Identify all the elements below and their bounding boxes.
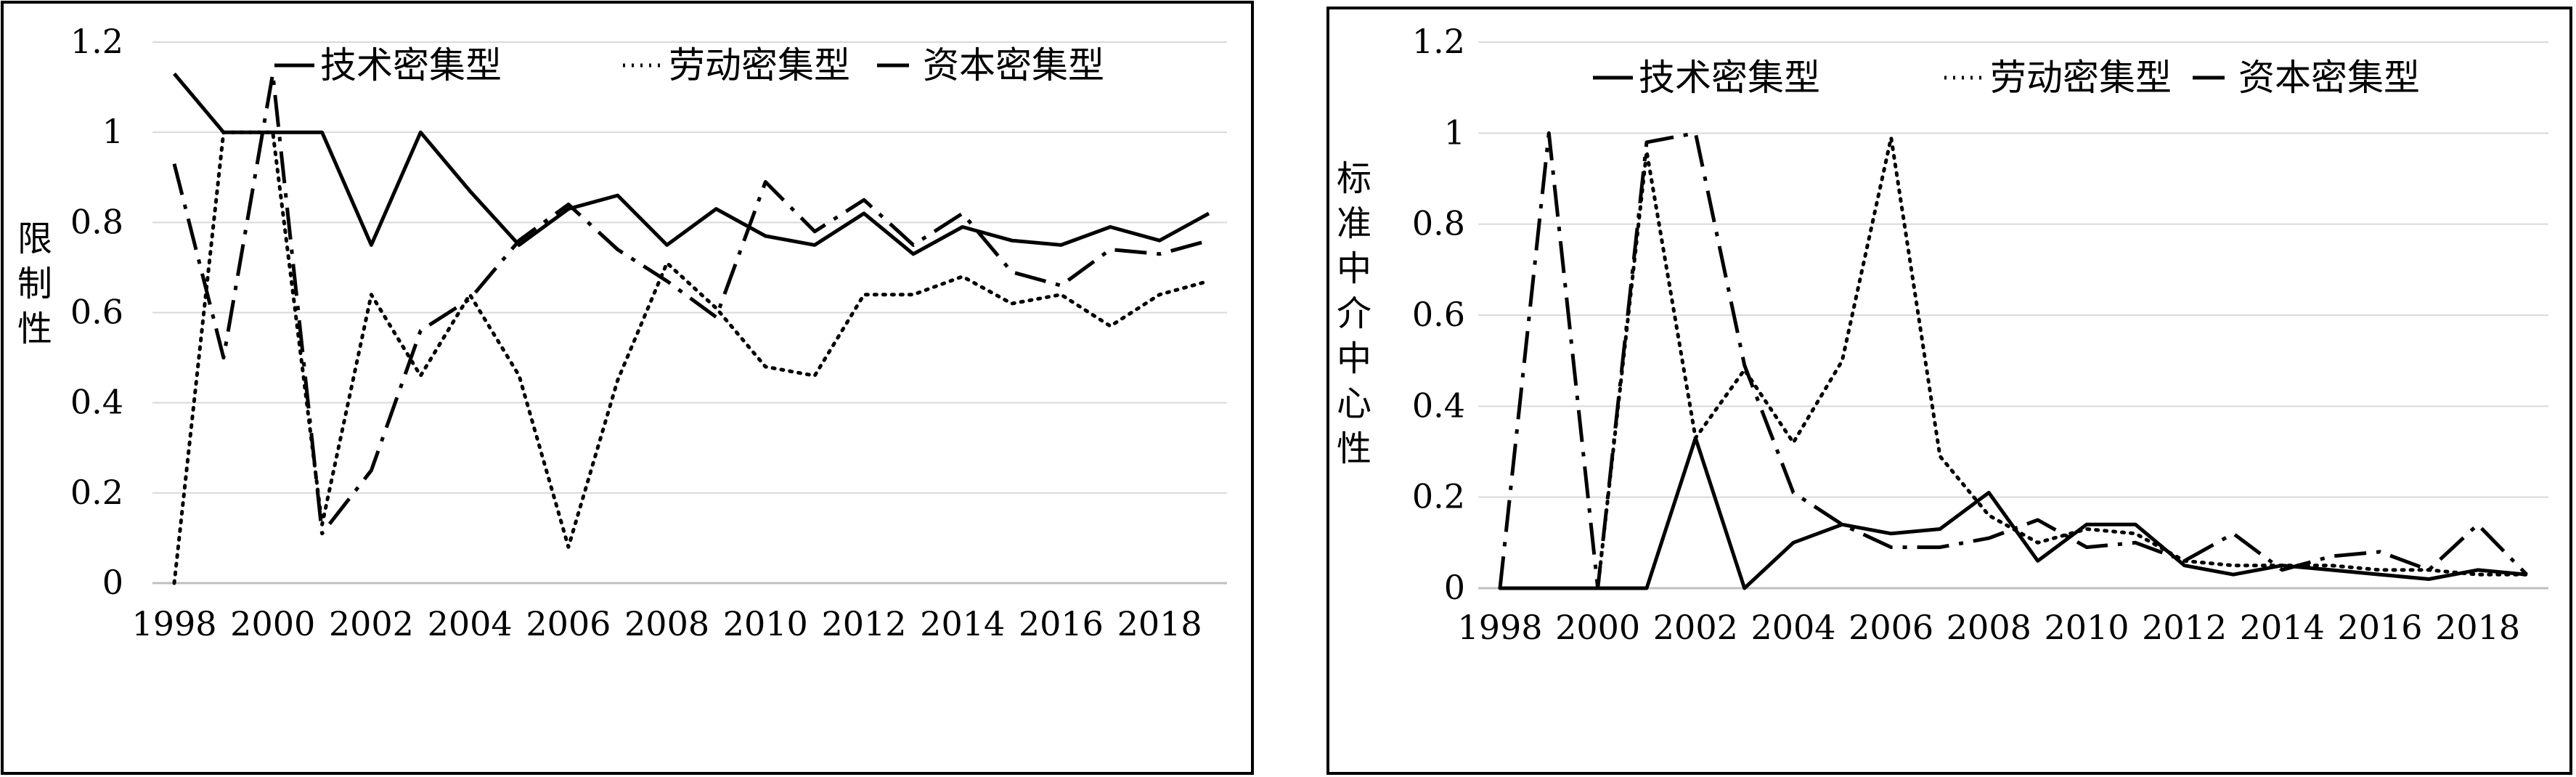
y-tick-label: 0 [1444, 568, 1465, 607]
x-tick-label: 1998 [131, 604, 216, 643]
y-tick-label: 1.2 [70, 22, 123, 61]
y-tick-label: 1 [1444, 113, 1465, 152]
x-tick-label: 2010 [723, 604, 808, 643]
x-tick-label: 2000 [1555, 608, 1640, 647]
x-tick-label: 2018 [2435, 608, 2520, 647]
y-tick-label: 0.6 [70, 293, 123, 332]
chart-frame [1326, 7, 2572, 775]
legend-label: 劳动密集型 [669, 44, 850, 86]
x-tick-label: 2014 [920, 604, 1005, 643]
legend-label: 资本密集型 [2238, 57, 2420, 99]
betweenness-centrality-line-chart: 0 0.2 0.4 0.6 0.8 1 1.2 1998 2000 2002 2004 2006 200… [1326, 7, 2572, 775]
x-tick-label: 2008 [624, 604, 709, 643]
x-tick-label: 2016 [1019, 604, 1104, 643]
series-line-dotted [172, 130, 1211, 585]
series-line-dashdot [172, 72, 1210, 536]
series-line-dotted [1498, 136, 2529, 590]
y-tick-label: 0 [102, 563, 123, 602]
legend-label: 技术密集型 [1639, 57, 1820, 99]
x-tick-label: 2016 [2337, 608, 2422, 647]
y-axis-title: 限制性 [17, 219, 52, 349]
series-line-dashdot [1498, 131, 2528, 590]
y-tick-label: 1.2 [1412, 22, 1465, 61]
chart-frame [1, 1, 1254, 775]
y-axis-title: 标准中介中心性 [1337, 158, 1371, 469]
y-tick-label: 0.2 [70, 473, 123, 512]
y-tick-label: 0.4 [1412, 386, 1465, 425]
x-tick-label: 2012 [821, 604, 906, 643]
left-chart-panel: 0 0.2 0.4 0.6 0.8 1 1.2 1998 2000 2002 2004 2006 200… [0, 0, 1256, 777]
x-tick-label: 2004 [428, 604, 513, 643]
y-tick-label: 0.4 [70, 383, 123, 422]
x-tick-label: 2004 [1750, 608, 1835, 647]
x-tick-label: 2010 [2044, 608, 2129, 647]
x-tick-label: 2008 [1947, 608, 2031, 647]
right-chart-panel: 0 0.2 0.4 0.6 0.8 1 1.2 1998 2000 2002 2004 2006 200… [1321, 0, 2576, 777]
x-tick-label: 2006 [1849, 608, 1933, 647]
x-tick-label: 2000 [230, 604, 315, 643]
series-line-solid [173, 72, 1210, 256]
x-tick-label: 2014 [2240, 608, 2325, 647]
restrictiveness-line-chart: 0 0.2 0.4 0.6 0.8 1 1.2 1998 2000 2002 2004 2006 200… [1, 1, 1254, 775]
x-tick-label: 2012 [2142, 608, 2227, 647]
x-tick-label: 2018 [1117, 604, 1202, 643]
y-tick-label: 1 [102, 112, 123, 151]
y-tick-label: 0.2 [1412, 477, 1465, 516]
x-tick-label: 2002 [329, 604, 414, 643]
x-tick-label: 2006 [526, 604, 611, 643]
x-tick-label: 2002 [1653, 608, 1738, 647]
x-tick-label: 1998 [1457, 608, 1542, 647]
y-tick-label: 0.8 [1412, 204, 1465, 243]
series-line-solid [1500, 436, 2527, 590]
legend-label: 资本密集型 [923, 44, 1104, 86]
legend-label: 技术密集型 [320, 44, 502, 86]
y-tick-label: 0.8 [70, 202, 123, 241]
y-tick-label: 0.6 [1412, 295, 1465, 334]
legend-label: 劳动密集型 [1990, 57, 2172, 99]
